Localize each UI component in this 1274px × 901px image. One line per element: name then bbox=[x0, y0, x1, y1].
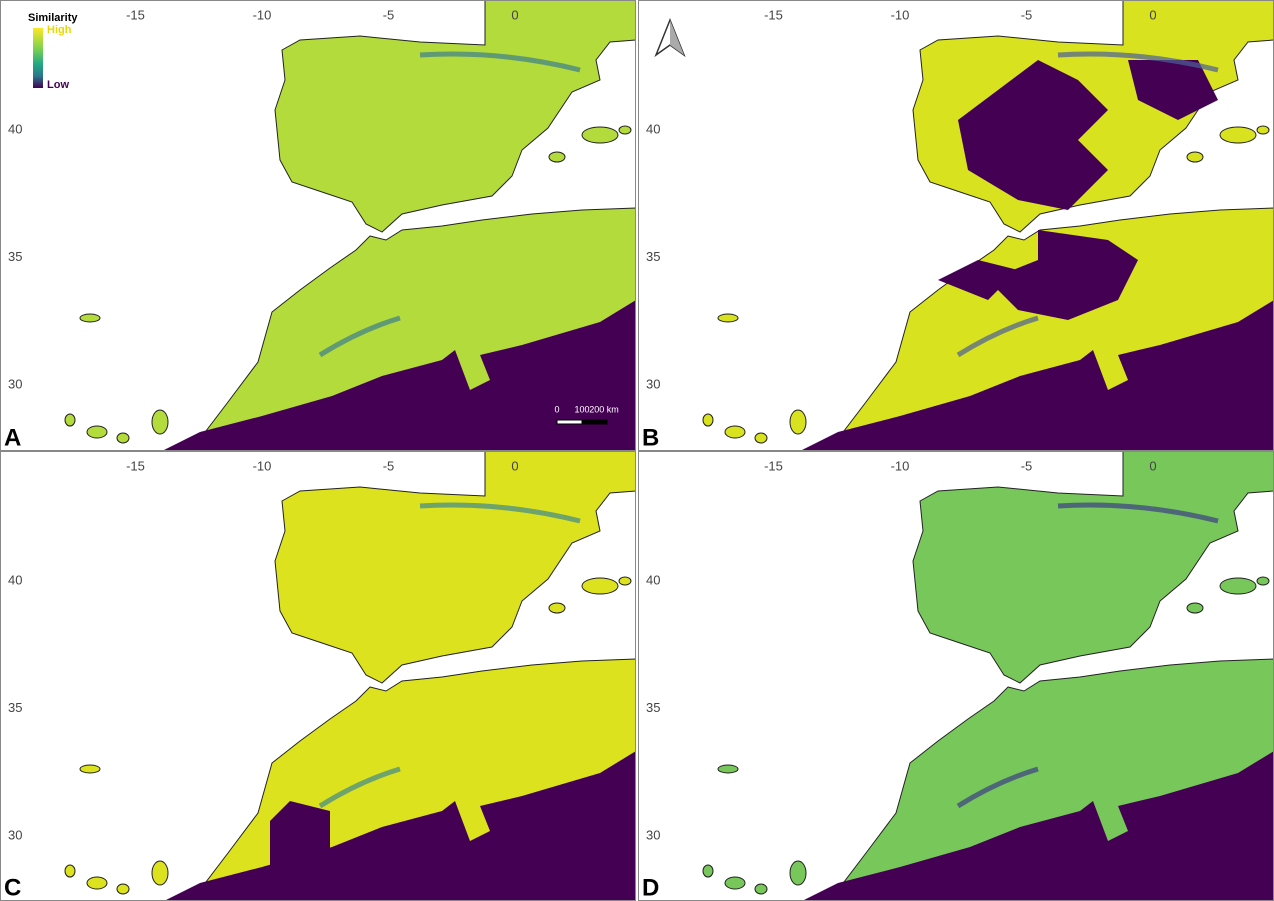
legend-low: Low bbox=[47, 79, 69, 91]
north-arrow bbox=[670, 20, 684, 55]
island bbox=[717, 764, 739, 774]
island bbox=[116, 432, 130, 444]
island bbox=[754, 432, 768, 444]
island bbox=[116, 883, 130, 895]
island bbox=[64, 864, 76, 878]
lat-tick-label: 40 bbox=[8, 121, 22, 136]
island bbox=[1256, 125, 1270, 135]
island bbox=[1219, 126, 1257, 144]
land-north bbox=[274, 0, 636, 233]
mountain-band bbox=[419, 51, 581, 73]
legend-bar bbox=[33, 28, 43, 88]
scale-bar bbox=[581, 419, 608, 425]
island bbox=[1219, 577, 1257, 595]
low-region bbox=[988, 230, 1138, 320]
land-north bbox=[912, 451, 1274, 684]
lon-tick-label: -5 bbox=[383, 458, 395, 473]
low-region bbox=[800, 300, 1274, 451]
island bbox=[581, 577, 619, 595]
island bbox=[702, 864, 714, 878]
lon-tick-label: -5 bbox=[1021, 7, 1033, 22]
island bbox=[548, 602, 566, 614]
lon-tick-label: -5 bbox=[383, 7, 395, 22]
island bbox=[1186, 151, 1204, 163]
lat-tick-label: 30 bbox=[8, 376, 22, 391]
island bbox=[151, 860, 169, 886]
scale-label: 0 bbox=[554, 404, 559, 414]
mountain-band bbox=[419, 502, 581, 524]
lon-tick-label: -15 bbox=[126, 458, 145, 473]
island bbox=[724, 425, 746, 439]
land-north bbox=[274, 451, 636, 684]
lon-tick-label: 0 bbox=[1149, 7, 1156, 22]
island bbox=[151, 409, 169, 435]
low-region bbox=[270, 801, 330, 901]
lat-tick-label: 30 bbox=[8, 827, 22, 842]
mountain-band bbox=[318, 766, 401, 809]
lat-tick-label: 30 bbox=[646, 827, 660, 842]
panel-label: B bbox=[642, 424, 659, 451]
lon-tick-label: 0 bbox=[511, 458, 518, 473]
island bbox=[86, 425, 108, 439]
low-region bbox=[1128, 60, 1218, 120]
island bbox=[79, 764, 101, 774]
island bbox=[702, 413, 714, 427]
lon-tick-label: -15 bbox=[764, 458, 783, 473]
lat-tick-label: 35 bbox=[646, 700, 660, 715]
mountain-band bbox=[1057, 51, 1219, 73]
panel-label: C bbox=[4, 874, 21, 901]
scale-label: 200 km bbox=[589, 404, 619, 414]
mountain-band bbox=[318, 315, 401, 358]
island bbox=[789, 860, 807, 886]
mountain-band bbox=[956, 766, 1039, 809]
map-panel: -15 -10 -5 0 40 35 30 C bbox=[0, 451, 636, 901]
scale-bar bbox=[556, 419, 583, 425]
map-panel: -15 -10 -5 0 40 35 30 D bbox=[638, 451, 1274, 901]
island bbox=[79, 313, 101, 323]
island bbox=[754, 883, 768, 895]
lat-tick-label: 35 bbox=[8, 700, 22, 715]
lat-tick-label: 30 bbox=[646, 376, 660, 391]
island bbox=[789, 409, 807, 435]
lat-tick-label: 40 bbox=[646, 121, 660, 136]
mountain-band bbox=[956, 315, 1039, 358]
island bbox=[618, 576, 632, 586]
lon-tick-label: 0 bbox=[511, 7, 518, 22]
lat-tick-label: 40 bbox=[646, 572, 660, 587]
island bbox=[548, 151, 566, 163]
island bbox=[1256, 576, 1270, 586]
lon-tick-label: -15 bbox=[764, 7, 783, 22]
map-panel: -15 -10 -5 0 40 35 30 B bbox=[638, 0, 1274, 451]
low-region bbox=[162, 300, 636, 451]
island bbox=[717, 313, 739, 323]
lon-tick-label: -5 bbox=[1021, 458, 1033, 473]
lon-tick-label: -10 bbox=[253, 458, 272, 473]
lon-tick-label: -10 bbox=[891, 7, 910, 22]
panel-label: A bbox=[4, 424, 21, 451]
island bbox=[86, 876, 108, 890]
lon-tick-label: -10 bbox=[891, 458, 910, 473]
scale-label: 100 bbox=[574, 404, 589, 414]
mountain-band bbox=[1057, 502, 1219, 524]
island bbox=[1186, 602, 1204, 614]
island bbox=[64, 413, 76, 427]
legend-high: High bbox=[47, 24, 72, 36]
panel-label: D bbox=[642, 874, 659, 901]
island bbox=[618, 125, 632, 135]
island bbox=[581, 126, 619, 144]
low-region bbox=[802, 751, 1274, 901]
lat-tick-label: 35 bbox=[8, 249, 22, 264]
lat-tick-label: 40 bbox=[8, 572, 22, 587]
panel-border bbox=[0, 0, 636, 451]
lon-tick-label: 0 bbox=[1149, 458, 1156, 473]
low-region bbox=[958, 60, 1108, 210]
lat-tick-label: 35 bbox=[646, 249, 660, 264]
legend-title: Similarity bbox=[28, 12, 78, 24]
lon-tick-label: -15 bbox=[126, 7, 145, 22]
island bbox=[724, 876, 746, 890]
lon-tick-label: -10 bbox=[253, 7, 272, 22]
